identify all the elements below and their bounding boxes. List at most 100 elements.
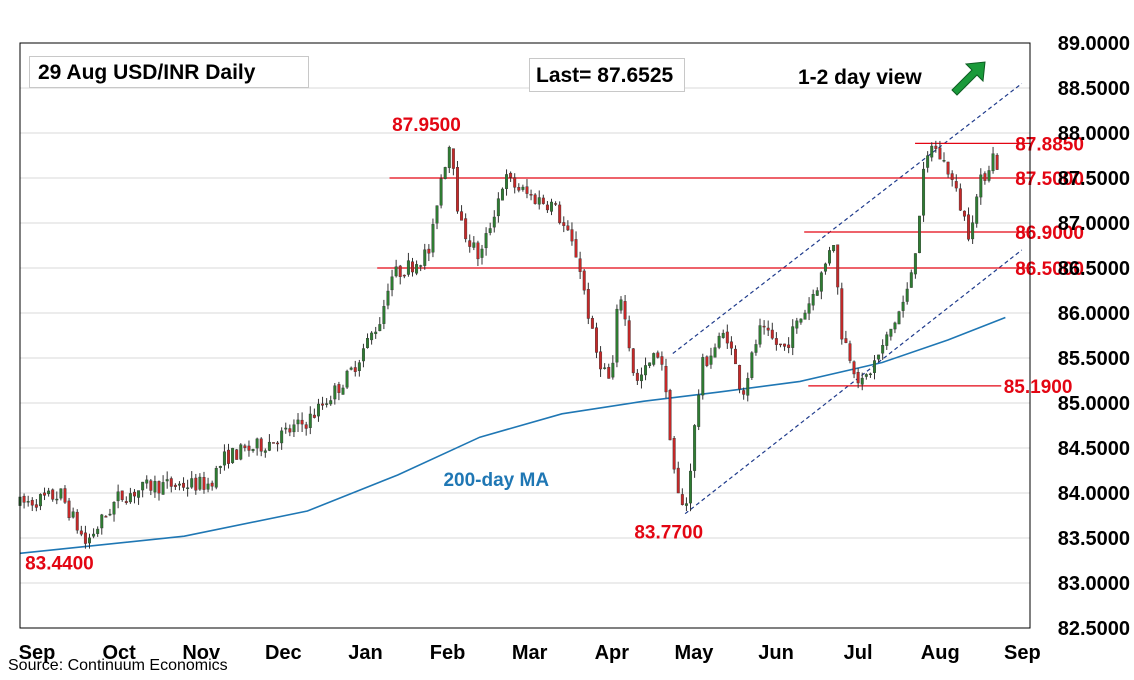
candle-up [897,311,901,325]
candle-up [415,264,419,274]
candle-down [304,424,308,429]
candle-down [353,367,357,372]
candle-up [652,353,656,365]
candle-down [321,403,325,406]
candle-down [590,318,594,329]
candle-up [419,265,423,267]
candle-down [762,325,766,328]
x-tick-label: Dec [265,642,302,664]
candle-down [30,499,34,506]
candle-down [725,331,729,344]
candle-up [112,502,116,515]
y-tick-label: 83.0000 [1058,573,1130,595]
candle-up [537,197,541,205]
candle-down [770,329,774,339]
candle-up [881,345,885,354]
level-lines-layer [377,142,1030,387]
candle-down [427,248,431,254]
candle-up [145,479,149,484]
y-tick-label: 85.0000 [1058,393,1130,415]
candle-up [877,354,881,360]
candle-up [116,491,120,502]
candle-up [807,303,811,314]
x-tick-label: Apr [595,642,630,664]
candle-down [259,438,263,452]
candle-up [267,441,271,451]
candle-up [378,324,382,332]
candle-down [958,188,962,211]
candle-down [680,494,684,505]
candle-up [492,216,496,228]
candle-down [742,390,746,395]
candle-up [386,290,390,306]
grid-lines [20,42,1030,629]
candle-down [513,177,517,188]
candle-up [521,186,525,190]
candle-down [967,214,971,240]
candle-up [357,362,361,372]
y-tick-label: 89.0000 [1058,33,1130,55]
candle-down [276,442,280,445]
x-tick-label: Sep [19,642,56,664]
candle-down [173,484,177,487]
candle-down [664,366,668,393]
candle-down [75,511,79,531]
candle-up [292,424,296,433]
candle-down [288,428,292,433]
candle-up [885,334,889,346]
candle-up [639,374,643,382]
candle-up [619,299,623,311]
candle-up [791,326,795,348]
candle-up [811,294,815,306]
x-axis-ticks: Sep Oct Nov Dec Jan Feb Mar Apr May Jun Jul Aug Sep [19,642,1041,664]
y-tick-label: 87.0000 [1058,213,1130,235]
candle-up [214,468,218,488]
candle-down [766,327,770,331]
candle-down [578,258,582,272]
candle-up [366,338,369,349]
candle-down [451,148,455,169]
candle-up [222,451,226,466]
candle-up [186,487,190,489]
candle-up [382,306,386,324]
candle-up [803,312,807,320]
candle-up [100,514,104,529]
y-tick-label: 88.0000 [1058,123,1130,145]
level-label: 87.9500 [392,115,461,136]
candle-up [717,335,721,348]
candle-up [59,488,63,499]
moving-average-layer [19,316,1006,555]
candle-up [190,478,194,488]
candle-up [263,450,267,453]
candle-down [509,172,513,178]
candle-up [758,325,762,345]
candle-down [541,197,545,204]
level-label: 87.8850 [1015,134,1084,155]
candle-down [133,491,136,497]
candle-up [345,370,349,388]
candle-up [709,355,713,365]
candle-down [787,344,791,349]
candle-up [746,378,750,396]
candle-down [533,194,537,204]
candle-down [631,348,635,374]
candle-up [128,493,132,503]
candle-up [697,394,701,427]
candle-up [239,444,243,460]
candle-up [942,160,946,162]
candle-up [26,501,30,503]
candle-up [316,403,320,417]
candle-down [954,181,958,189]
candle-down [456,167,459,212]
candle-up [443,167,447,179]
candle-up [92,533,96,537]
candle-down [243,445,247,448]
candle-down [468,240,472,247]
candle-up [868,373,872,376]
x-tick-label: Jul [844,642,873,664]
candle-up [431,224,435,253]
candle-up [889,328,893,337]
ma-annotation: 200-day MA [443,470,549,491]
y-tick-label: 88.5000 [1058,78,1130,100]
candle-up [218,466,222,468]
